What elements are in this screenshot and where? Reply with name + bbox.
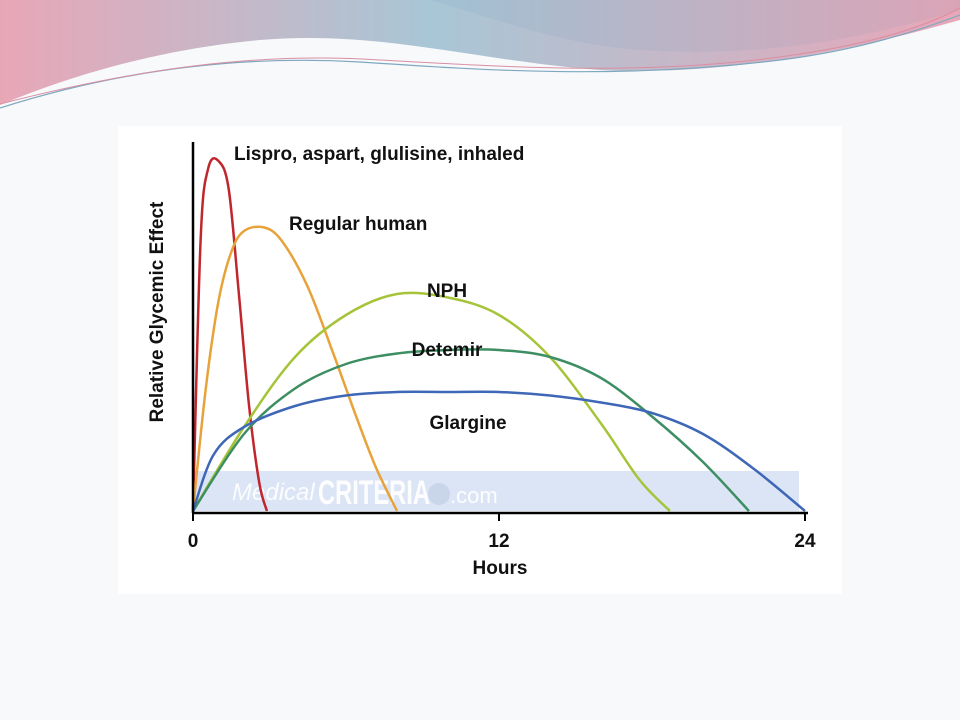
decorative-slide-header	[0, 0, 960, 109]
watermark-globe-icon	[428, 483, 450, 505]
series-label-regular-human: Regular human	[289, 214, 427, 235]
x-tick-label-12: 12	[488, 531, 509, 552]
x-axis-title: Hours	[473, 558, 528, 579]
watermark-band	[195, 471, 799, 511]
series-label-glargine: Glargine	[429, 413, 506, 434]
watermark-main: CRITERIA	[318, 474, 430, 512]
series-label-detemir: Detemir	[412, 340, 483, 361]
series-label-rapid-acting: Lispro, aspart, glulisine, inhaled	[234, 144, 524, 165]
series-line-nph	[191, 291, 671, 512]
series-label-nph: NPH	[427, 281, 467, 302]
x-tick-label-24: 24	[794, 531, 816, 552]
watermark-suffix: .com	[450, 483, 498, 508]
series-line-regular-human	[191, 225, 399, 512]
series-labels: Lispro, aspart, glulisine, inhaled Regula…	[234, 144, 524, 434]
series-line-detemir	[191, 348, 750, 512]
series-line-glargine	[191, 390, 806, 512]
watermark-script: Medical	[232, 479, 315, 506]
chart-panel	[118, 126, 842, 594]
x-tick-labels: 0 12 24	[188, 531, 816, 552]
x-tick-label-0: 0	[188, 531, 199, 552]
y-axis-title: Relative Glycemic Effect	[147, 201, 168, 422]
series-layer	[191, 157, 806, 512]
series-line-rapid-acting	[191, 157, 269, 512]
